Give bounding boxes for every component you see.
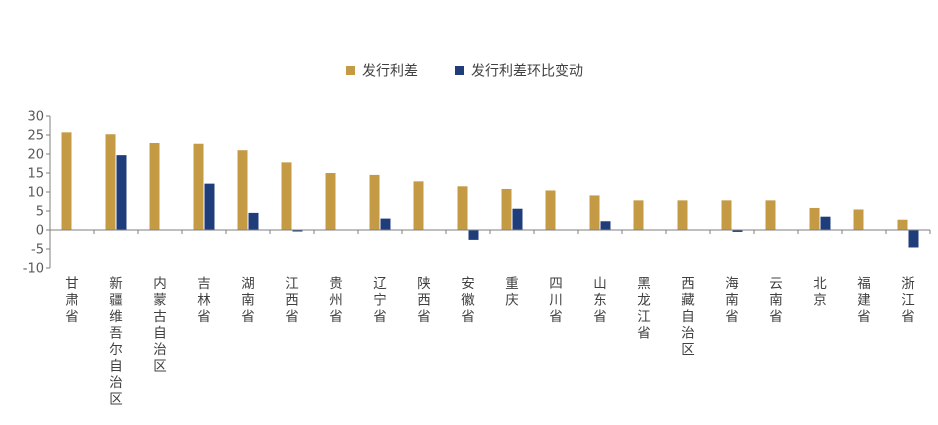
bar-1-8: [369, 174, 380, 230]
legend-swatch-1: [346, 66, 355, 75]
x-category-label: 内蒙古自治区: [153, 276, 167, 375]
x-category-label: 辽宁省: [373, 276, 387, 325]
bar-2-18: [820, 216, 831, 230]
y-tick-label: 5: [36, 205, 44, 220]
legend: 发行利差 发行利差环比变动: [346, 64, 583, 80]
x-axis: 甘肃省 新疆维吾尔自治区 内蒙古自治区 吉林省 湖南省 江西省 贵州省 辽宁省 陕西省 安徽省 重庆…: [49, 229, 931, 408]
y-tick-label: -5: [31, 243, 44, 258]
legend-label-2: 发行利差环比变动: [471, 64, 583, 80]
bar-2-13: [600, 221, 611, 230]
bar-1-19: [853, 209, 864, 230]
bar-1-13: [589, 195, 600, 230]
bar-2-11: [512, 208, 523, 230]
x-category-label: 海南省: [725, 276, 739, 325]
y-tick-label: 0: [36, 224, 44, 239]
bar-2-8: [380, 218, 391, 230]
x-category-label: 甘肃省: [65, 276, 79, 325]
y-tick-label: 25: [27, 129, 44, 144]
bar-1-17: [765, 200, 776, 230]
y-tick-label: 10: [27, 186, 44, 201]
bars: [61, 132, 919, 248]
bar-1-18: [809, 207, 820, 230]
bar-2-4: [204, 183, 215, 230]
bar-1-5: [237, 150, 248, 230]
x-category-label: 重庆: [505, 276, 519, 309]
y-tick-label: 30: [27, 110, 44, 125]
bar-1-15: [677, 200, 688, 230]
x-category-label: 陕西省: [417, 276, 431, 325]
bar-2-10: [468, 230, 479, 240]
x-category-label: 安徽省: [461, 276, 475, 325]
bar-1-6: [281, 162, 292, 230]
x-category-label: 吉林省: [197, 276, 211, 325]
x-category-label: 北京: [813, 276, 827, 309]
x-category-label: 新疆维吾尔自治区: [109, 276, 123, 408]
bar-1-1: [61, 132, 72, 230]
bar-1-2: [105, 134, 116, 230]
bar-2-6: [292, 230, 303, 232]
bar-1-16: [721, 200, 732, 230]
x-category-label: 云南省: [769, 276, 783, 325]
bar-1-11: [501, 188, 512, 230]
bar-1-3: [149, 142, 160, 230]
x-category-label: 浙江省: [901, 276, 915, 325]
y-tick-label: 15: [27, 167, 44, 182]
bar-1-14: [633, 200, 644, 230]
x-category-label: 西藏自治区: [681, 276, 695, 358]
bar-2-16: [732, 230, 743, 232]
x-category-label: 山东省: [593, 276, 607, 325]
bar-2-2: [116, 155, 127, 230]
bar-1-20: [897, 219, 908, 230]
bar-1-10: [457, 186, 468, 230]
x-category-label: 黑龙江省: [637, 276, 651, 342]
bar-1-7: [325, 173, 336, 230]
bar-2-5: [248, 212, 259, 230]
x-category-label: 江西省: [285, 276, 299, 325]
bar-1-12: [545, 190, 556, 230]
y-axis: 30 25 20 15 10 5 0 -5 -10: [23, 110, 51, 277]
x-category-label: 四川省: [549, 276, 563, 325]
x-category-label: 福建省: [857, 276, 871, 325]
legend-label-1: 发行利差: [362, 64, 418, 80]
bar-2-20: [908, 230, 919, 248]
y-tick-label: -10: [23, 262, 44, 277]
x-category-label: 湖南省: [241, 276, 255, 325]
bar-1-9: [413, 181, 424, 230]
x-category-label: 贵州省: [329, 276, 343, 325]
legend-swatch-2: [455, 66, 464, 75]
bar-1-4: [193, 143, 204, 230]
y-tick-label: 20: [27, 148, 44, 163]
